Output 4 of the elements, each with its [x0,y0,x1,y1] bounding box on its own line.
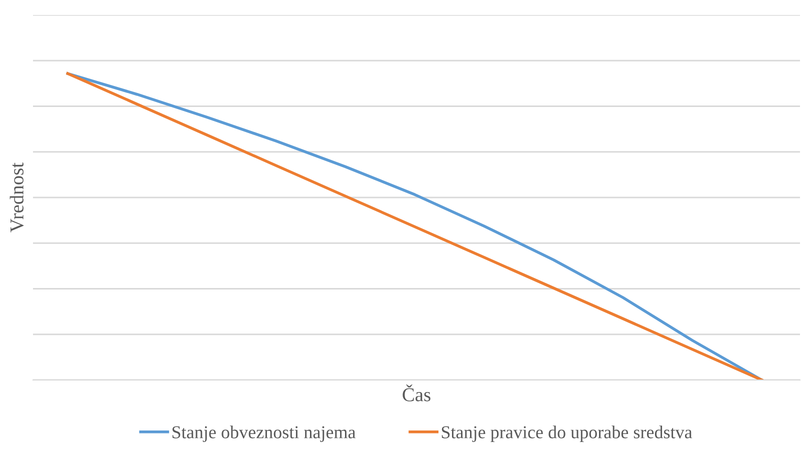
x-axis-title: Čas [402,384,430,402]
y-axis-title: Vrednost [10,162,24,232]
legend-label: Stanje obveznosti najema [172,426,356,442]
legend-label: Stanje pravice do uporabe sredstva [442,426,692,442]
